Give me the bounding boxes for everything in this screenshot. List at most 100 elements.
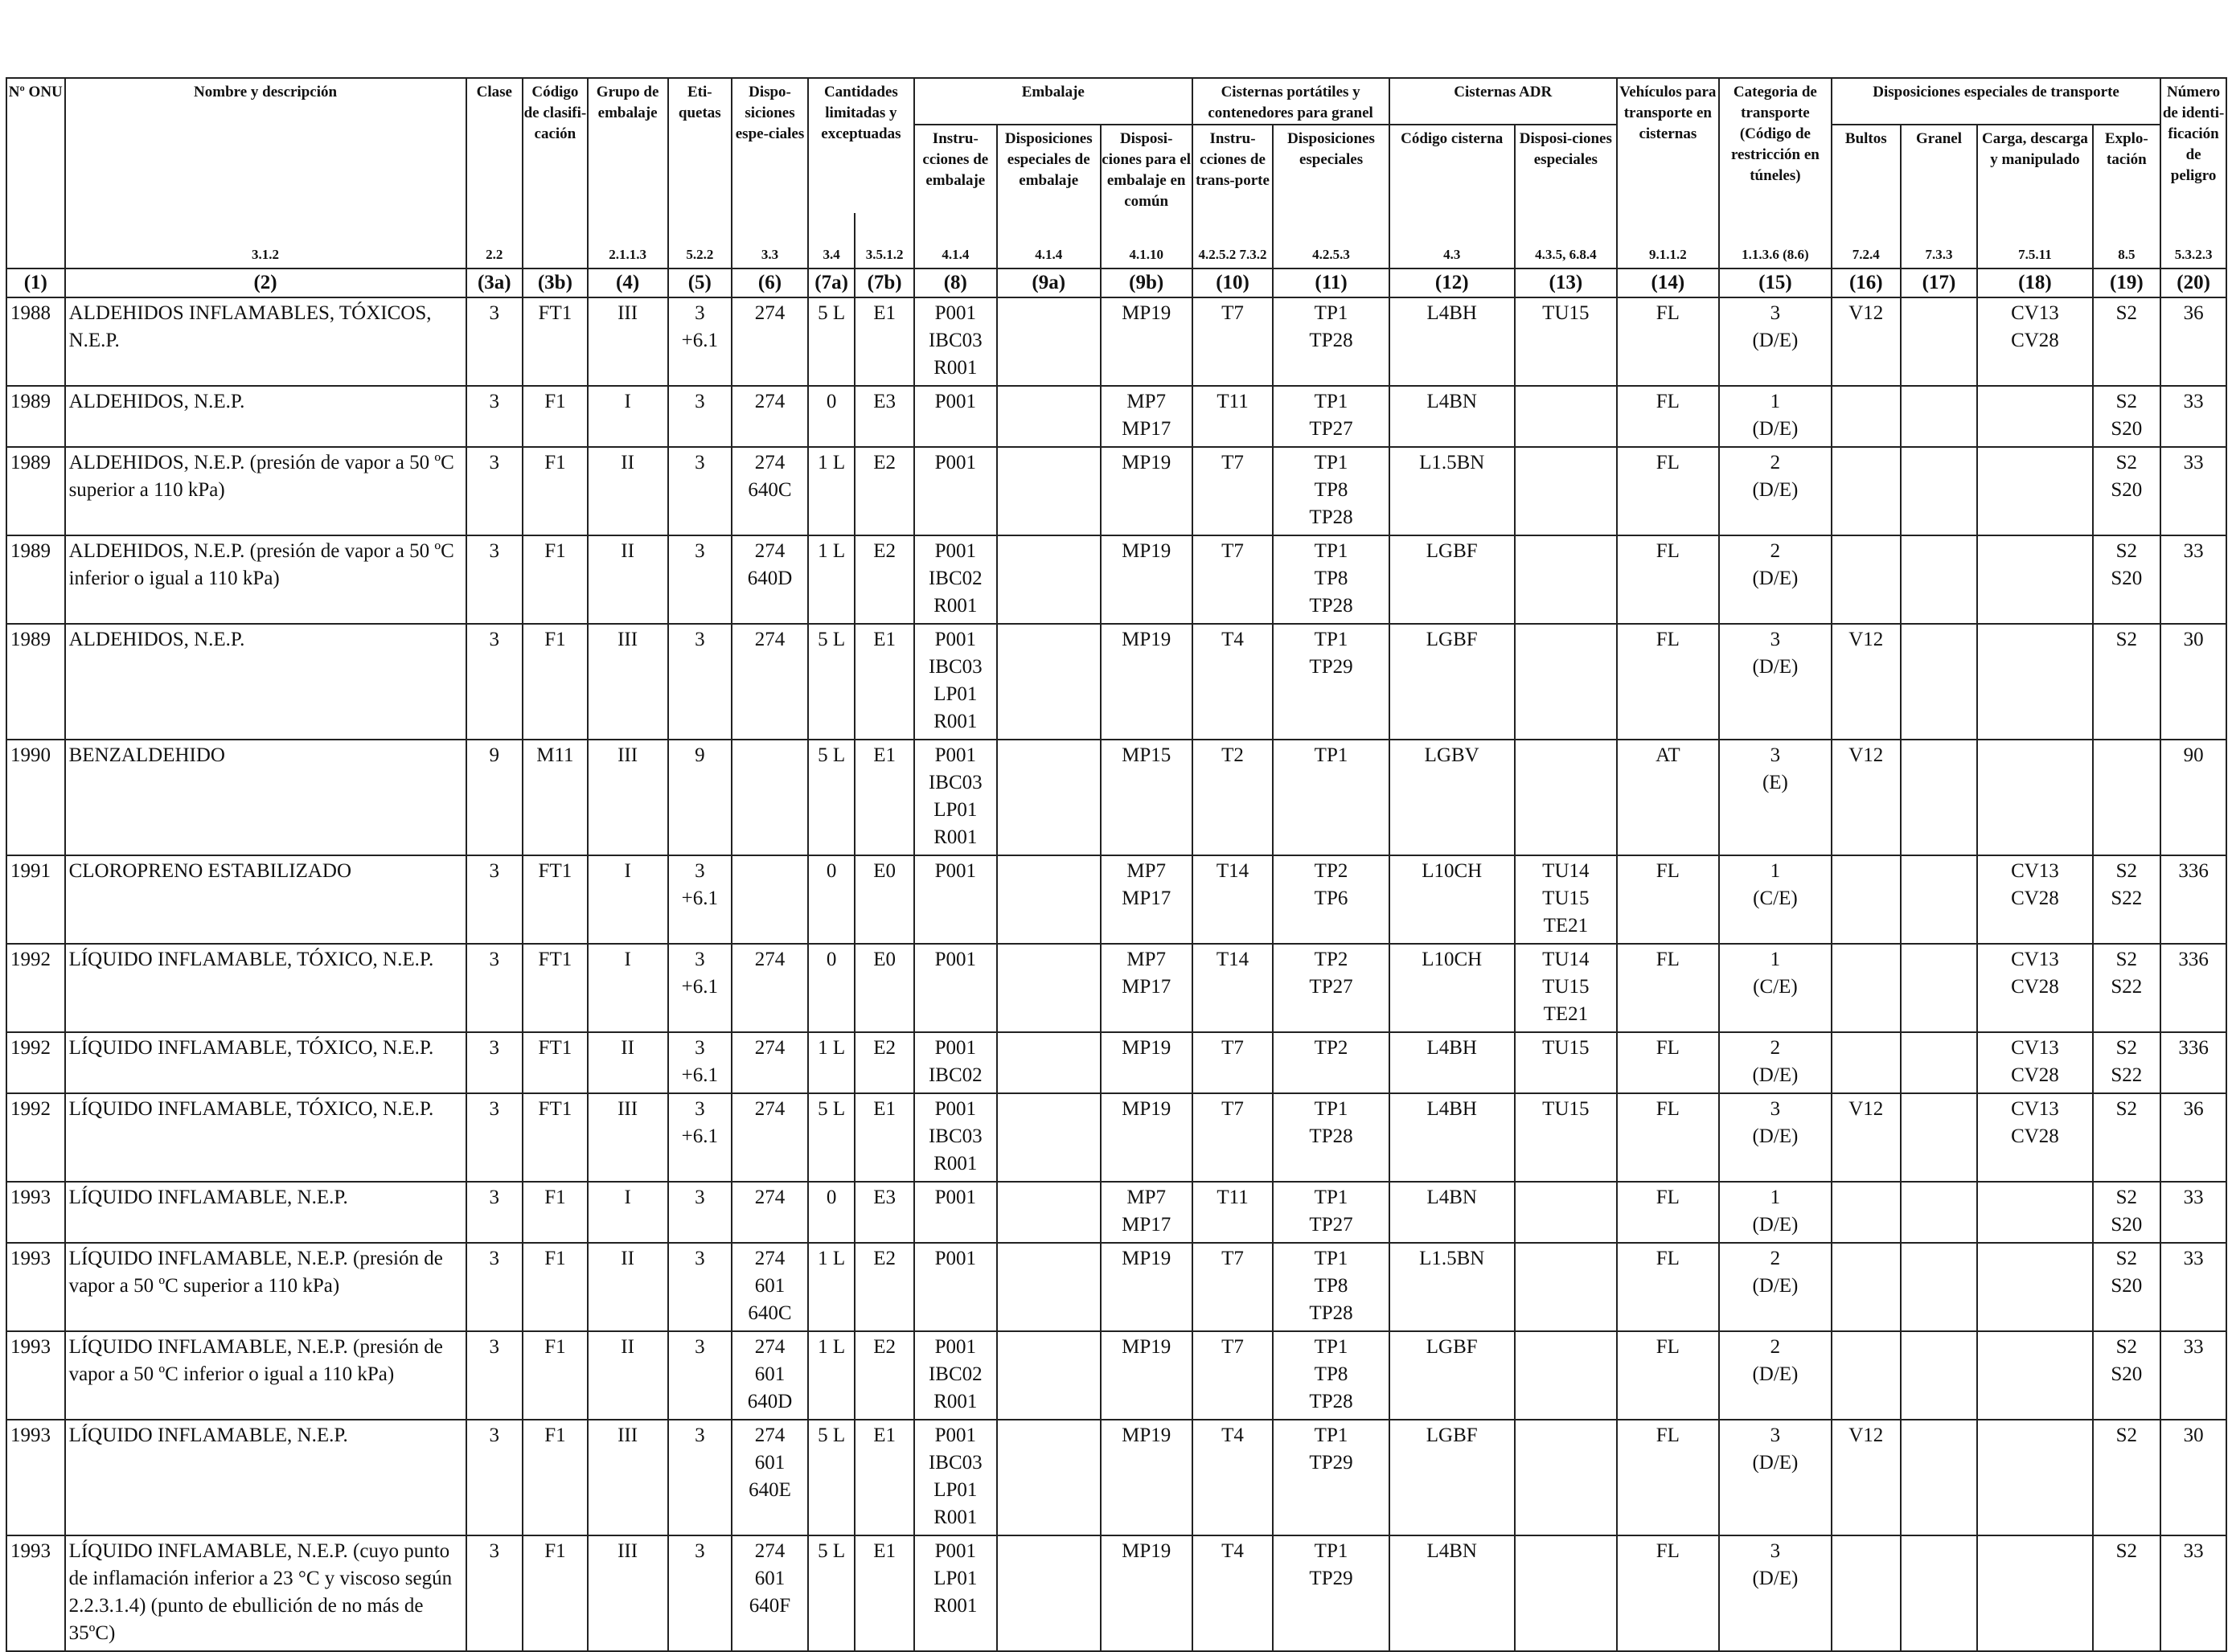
cell-carga [1976, 739, 2094, 856]
cell-numero-peligro: 33 [2160, 1242, 2227, 1332]
cell-etiquetas: 3 +6.1 [667, 855, 733, 945]
cell-disposiciones-cisterna: TU15 [1513, 1031, 1618, 1094]
cell-codigo-cisterna: LGBF [1388, 1330, 1516, 1420]
cell-vehiculos: FL [1615, 855, 1720, 945]
cell-disposiciones: 274 [731, 1181, 809, 1244]
cell-disposiciones: 274 [731, 943, 809, 1033]
cell-cantidad-limitada: 0 [806, 385, 856, 448]
cell-numero-peligro: 336 [2160, 855, 2227, 945]
cell-grupo: III [586, 739, 669, 856]
cell-grupo: II [586, 1242, 669, 1332]
cell-numero-peligro: 30 [2160, 623, 2227, 740]
cell-carga [1976, 385, 2094, 448]
cell-granel [1899, 1419, 1979, 1536]
table-body: 1988 ALDEHIDOS INFLAMABLES, TÓXICOS, N.E.… [6, 297, 2227, 1652]
cell-instrucciones-transporte: T14 [1191, 855, 1274, 945]
cell-vehiculos: FL [1615, 1535, 1720, 1652]
header-clase: Clase [465, 77, 524, 213]
cell-disposiciones-cisterna [1513, 1419, 1618, 1536]
cell-categoria: 3 (D/E) [1717, 623, 1832, 740]
cell-explotacion: S2 S20 [2091, 446, 2162, 536]
cell-cantidad-exceptuada: E1 [854, 623, 915, 740]
cell-embalaje-comun: MP19 [1099, 446, 1193, 536]
cell-codigo: F1 [522, 1242, 589, 1332]
cell-disposiciones-embalaje [995, 385, 1102, 448]
cell-instrucciones-embalaje: P001 [913, 446, 998, 536]
cell-disposiciones-embalaje [995, 1535, 1102, 1652]
cell-instrucciones-transporte: T7 [1191, 535, 1274, 625]
ref-9a: 4.1.4 [995, 213, 1102, 269]
cell-numero-peligro: 33 [2160, 385, 2227, 448]
cell-disposiciones-embalaje [995, 535, 1102, 625]
table-row: 1989 ALDEHIDOS, N.E.P. (presión de vapor … [6, 446, 2227, 536]
cell-onu: 1992 [6, 1031, 66, 1094]
cell-numero-peligro: 33 [2160, 535, 2227, 625]
cell-instrucciones-embalaje: P001 [913, 385, 998, 448]
cell-etiquetas: 3 [667, 1330, 733, 1420]
cell-onu: 1993 [6, 1535, 66, 1652]
header-cisternas-adr-group: Cisternas ADR [1388, 77, 1618, 125]
column-number: (20) [2160, 268, 2227, 298]
cell-instrucciones-transporte: T7 [1191, 1330, 1274, 1420]
cell-clase: 3 [465, 1092, 524, 1183]
cell-disposiciones-embalaje [995, 1419, 1102, 1536]
ref-8: 4.1.4 [913, 213, 998, 269]
cell-clase: 3 [465, 855, 524, 945]
cell-disposiciones: 274 640C [731, 446, 809, 536]
cell-onu: 1992 [6, 1092, 66, 1183]
cell-disposiciones-embalaje [995, 297, 1102, 387]
cell-disposiciones-cisterna [1513, 1181, 1618, 1244]
header-granel: Granel [1899, 124, 1979, 213]
cell-disposiciones-portatiles: TP1 TP29 [1272, 1535, 1390, 1652]
cell-etiquetas: 3 [667, 385, 733, 448]
cell-explotacion: S2 [2091, 623, 2162, 740]
ref-16: 7.2.4 [1830, 213, 1902, 269]
ref-2: 3.1.2 [64, 213, 467, 269]
cell-numero-peligro: 33 [2160, 446, 2227, 536]
cell-granel [1899, 1330, 1979, 1420]
cell-disposiciones-portatiles: TP1 TP27 [1272, 1181, 1390, 1244]
cell-disposiciones-cisterna: TU14 TU15 TE21 [1513, 855, 1618, 945]
ref-3b [522, 213, 589, 269]
cell-codigo: FT1 [522, 1092, 589, 1183]
cell-onu: 1991 [6, 855, 66, 945]
cell-instrucciones-embalaje: P001 IBC03 R001 [913, 297, 998, 387]
cell-embalaje-comun: MP19 [1099, 1330, 1193, 1420]
cell-embalaje-comun: MP7 MP17 [1099, 943, 1193, 1033]
cell-codigo-cisterna: L4BH [1388, 297, 1516, 387]
cell-instrucciones-transporte: T7 [1191, 1242, 1274, 1332]
table-row: 1993 LÍQUIDO INFLAMABLE, N.E.P. (cuyo pun… [6, 1535, 2227, 1652]
cell-codigo-cisterna: L4BN [1388, 385, 1516, 448]
cell-grupo: II [586, 1031, 669, 1094]
cell-disposiciones: 274 [731, 623, 809, 740]
cell-name: LÍQUIDO INFLAMABLE, N.E.P. (presión de v… [64, 1330, 467, 1420]
cell-cantidad-exceptuada: E3 [854, 1181, 915, 1244]
cell-carga [1976, 1242, 2094, 1332]
cell-instrucciones-embalaje: P001 LP01 R001 [913, 1535, 998, 1652]
cell-vehiculos: FL [1615, 535, 1720, 625]
cell-instrucciones-transporte: T7 [1191, 1092, 1274, 1183]
column-number: (4) [586, 268, 669, 298]
cell-instrucciones-embalaje: P001 [913, 855, 998, 945]
cell-categoria: 2 (D/E) [1717, 1330, 1832, 1420]
cell-embalaje-comun: MP19 [1099, 1535, 1193, 1652]
cell-disposiciones: 274 [731, 385, 809, 448]
cell-etiquetas: 3 +6.1 [667, 943, 733, 1033]
cell-categoria: 1 (C/E) [1717, 943, 1832, 1033]
cell-carga [1976, 1419, 2094, 1536]
cell-codigo: F1 [522, 1535, 589, 1652]
cell-codigo-cisterna: L1.5BN [1388, 446, 1516, 536]
cell-vehiculos: AT [1615, 739, 1720, 856]
cell-vehiculos: FL [1615, 1181, 1720, 1244]
cell-explotacion: S2 S20 [2091, 1181, 2162, 1244]
header-numero-peligro: Número de identi-ficación de peligro [2160, 77, 2227, 213]
ref-11: 4.2.5.3 [1272, 213, 1390, 269]
table-row: 1991 CLOROPRENO ESTABILIZADO 3 FT1 I 3 +6.1 0 E0… [6, 855, 2227, 945]
column-number: (7b) [854, 268, 915, 298]
cell-instrucciones-embalaje: P001 [913, 1242, 998, 1332]
cell-categoria: 3 (D/E) [1717, 297, 1832, 387]
cell-disposiciones-portatiles: TP1 TP8 TP28 [1272, 535, 1390, 625]
cell-categoria: 2 (D/E) [1717, 1031, 1832, 1094]
cell-categoria: 3 (E) [1717, 739, 1832, 856]
cell-disposiciones-cisterna [1513, 623, 1618, 740]
